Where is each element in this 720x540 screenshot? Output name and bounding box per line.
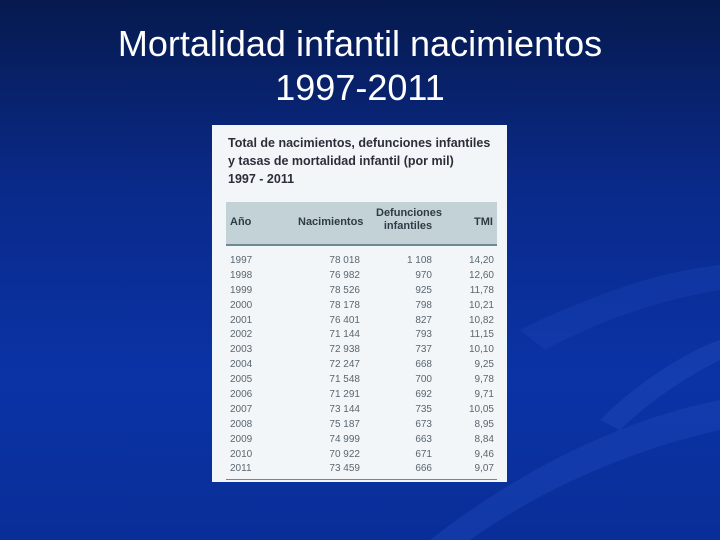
table-row: 2006 71 291 692 9,71 [226, 388, 497, 403]
table-row: 2000 78 178 798 10,21 [226, 299, 497, 314]
table-bottom-rule [226, 479, 497, 480]
cell-rate: 10,82 [468, 314, 494, 326]
slide-title-line1: Mortalidad infantil nacimientos [117, 23, 603, 64]
cell-births: 78 178 [329, 299, 360, 311]
table-row: 2007 73 144 735 10,05 [226, 403, 497, 418]
cell-rate: 8,84 [474, 433, 494, 445]
cell-births: 72 247 [329, 359, 360, 371]
cell-births: 73 459 [329, 463, 360, 475]
table-caption-line1: Total de nacimientos, defunciones infant… [228, 136, 491, 150]
cell-year: 1998 [230, 269, 253, 281]
table-row: 2001 76 401 827 10,82 [226, 314, 497, 329]
cell-year: 1997 [230, 255, 253, 266]
header-deaths: Defunciones infantiles [376, 207, 443, 233]
cell-rate: 9,46 [474, 448, 494, 460]
cell-rate: 8,95 [474, 418, 494, 430]
table-row: 2008 75 187 673 8,95 [226, 418, 497, 433]
header-rate: TMI [474, 216, 493, 228]
table-row: 2002 71 144 793 11,15 [226, 328, 497, 343]
header-year: Año [230, 216, 252, 228]
cell-rate: 10,21 [468, 299, 494, 311]
table-card: Total de nacimientos, defunciones infant… [212, 125, 507, 482]
cell-year: 2008 [230, 418, 253, 430]
slide-title-line2: 1997-2011 [275, 67, 445, 108]
cell-rate: 9,71 [474, 389, 494, 401]
cell-births: 78 526 [329, 284, 360, 296]
cell-deaths: 737 [415, 344, 432, 356]
cell-deaths: 827 [415, 314, 432, 326]
cell-deaths: 668 [415, 359, 432, 371]
table-row: 1998 76 982 970 12,60 [226, 269, 497, 284]
cell-births: 72 938 [329, 344, 360, 356]
header-deaths-line2: infantiles [383, 220, 433, 232]
cell-rate: 14,20 [468, 255, 494, 266]
cell-rate: 9,25 [474, 359, 494, 371]
cell-year: 2009 [230, 433, 253, 445]
cell-births: 76 982 [329, 269, 360, 281]
table-header: Año Nacimientos Defunciones infantiles T… [226, 202, 497, 246]
cell-rate: 10,05 [468, 403, 494, 415]
table-row: 2003 72 938 737 10,10 [226, 343, 497, 358]
cell-year: 2011 [230, 463, 252, 475]
cell-deaths: 1 108 [406, 255, 432, 266]
table-row: 2011 73 459 666 9,07 [226, 462, 497, 477]
cell-births: 71 548 [329, 374, 360, 386]
table-row: 2005 71 548 700 9,78 [226, 373, 497, 388]
cell-deaths: 666 [415, 463, 432, 475]
header-births: Nacimientos [298, 216, 364, 228]
cell-year: 2001 [230, 314, 253, 326]
cell-rate: 9,07 [474, 463, 494, 475]
cell-year: 2007 [230, 403, 253, 415]
cell-year: 2004 [230, 359, 253, 371]
cell-year: 2005 [230, 374, 253, 386]
cell-year: 2006 [230, 389, 253, 401]
table-row: 2004 72 247 668 9,25 [226, 358, 497, 373]
cell-births: 70 922 [329, 448, 360, 460]
cell-rate: 12,60 [468, 269, 494, 281]
cell-rate: 11,15 [469, 329, 494, 341]
cell-deaths: 925 [415, 284, 432, 296]
cell-births: 71 291 [329, 389, 360, 401]
cell-year: 2002 [230, 329, 253, 341]
cell-rate: 10,10 [468, 344, 494, 356]
cell-deaths: 735 [415, 403, 432, 415]
cell-deaths: 798 [415, 299, 432, 311]
cell-births: 74 999 [329, 433, 360, 445]
cell-births: 71 144 [329, 329, 360, 341]
cell-deaths: 673 [415, 418, 432, 430]
cell-births: 76 401 [329, 314, 360, 326]
cell-births: 78 018 [329, 255, 360, 266]
header-deaths-line1: Defunciones [376, 207, 443, 219]
cell-deaths: 970 [415, 269, 432, 281]
cell-deaths: 671 [415, 448, 432, 460]
cell-year: 1999 [230, 284, 253, 296]
cell-deaths: 692 [415, 389, 432, 401]
table-body: 1997 78 018 1 108 14,20 1998 76 982 970 12,60 19… [226, 254, 497, 477]
slide-title: Mortalidad infantil nacimientos 1997-201… [0, 22, 720, 110]
cell-year: 2000 [230, 299, 253, 311]
cell-year: 2003 [230, 344, 253, 356]
cell-births: 75 187 [329, 418, 360, 430]
table-row: 1999 78 526 925 11,78 [226, 284, 497, 299]
table-row: 1997 78 018 1 108 14,20 [226, 254, 497, 269]
table-caption-line3: 1997 - 2011 [228, 172, 295, 186]
cell-rate: 9,78 [474, 374, 494, 386]
cell-births: 73 144 [329, 403, 360, 415]
cell-deaths: 663 [415, 433, 432, 445]
table-caption: Total de nacimientos, defunciones infant… [228, 134, 498, 188]
table-row: 2010 70 922 671 9,46 [226, 448, 497, 463]
cell-deaths: 700 [415, 374, 432, 386]
table-caption-line2: y tasas de mortalidad infantil (por mil) [228, 154, 454, 168]
cell-deaths: 793 [415, 329, 432, 341]
cell-rate: 11,78 [469, 284, 494, 296]
table-row: 2009 74 999 663 8,84 [226, 433, 497, 448]
cell-year: 2010 [230, 448, 253, 460]
